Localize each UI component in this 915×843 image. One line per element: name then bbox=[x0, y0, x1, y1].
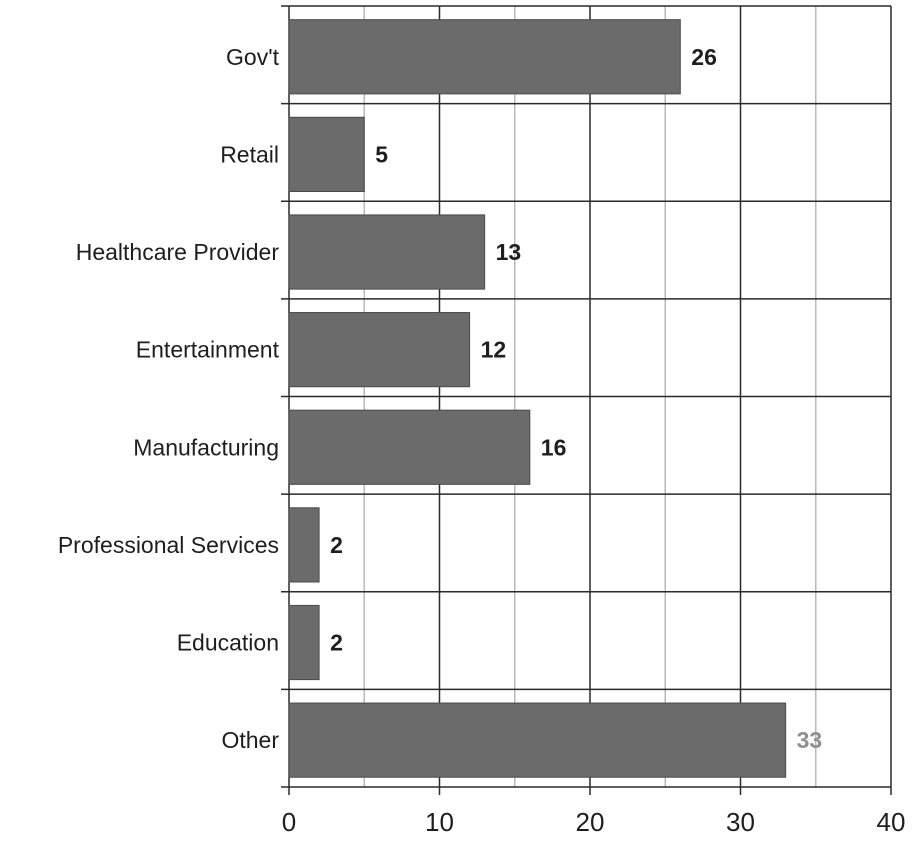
bar bbox=[288, 214, 486, 290]
bars-layer bbox=[288, 19, 787, 778]
x-tick-label: 20 bbox=[576, 807, 605, 837]
bar bbox=[288, 19, 681, 95]
data-label: 2 bbox=[330, 630, 343, 656]
data-label: 12 bbox=[481, 337, 507, 363]
bar bbox=[288, 604, 320, 681]
category-label: Entertainment bbox=[136, 337, 280, 363]
category-label: Other bbox=[221, 727, 279, 753]
category-label: Education bbox=[177, 630, 279, 656]
grid-layer bbox=[281, 5, 892, 795]
x-tick-label: 30 bbox=[726, 807, 755, 837]
bar bbox=[288, 507, 320, 583]
bar bbox=[288, 116, 365, 192]
data-label: 2 bbox=[330, 532, 343, 558]
data-label: 33 bbox=[797, 727, 823, 753]
bar bbox=[288, 702, 787, 778]
bar bbox=[288, 312, 471, 388]
data-label: 26 bbox=[691, 44, 717, 70]
data-label: 13 bbox=[496, 239, 522, 265]
labels-layer: Gov't 26 Retail 5 Healthcare Provider 13 Enter… bbox=[58, 44, 906, 837]
x-tick-label: 40 bbox=[877, 807, 906, 837]
category-label: Professional Services bbox=[58, 532, 279, 558]
data-label: 5 bbox=[375, 141, 388, 167]
category-label: Healthcare Provider bbox=[76, 239, 280, 265]
bar bbox=[288, 409, 531, 485]
x-tick-label: 10 bbox=[425, 807, 454, 837]
category-label: Gov't bbox=[226, 44, 280, 70]
data-label: 16 bbox=[541, 434, 567, 460]
category-label: Retail bbox=[220, 141, 279, 167]
category-label: Manufacturing bbox=[133, 434, 279, 460]
x-tick-label: 0 bbox=[282, 807, 296, 837]
